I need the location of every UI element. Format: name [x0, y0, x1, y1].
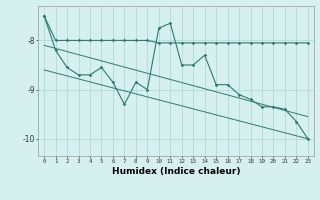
- X-axis label: Humidex (Indice chaleur): Humidex (Indice chaleur): [112, 167, 240, 176]
